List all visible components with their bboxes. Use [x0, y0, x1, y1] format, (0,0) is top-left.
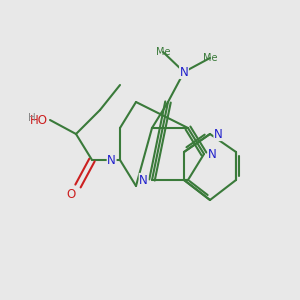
- Text: N: N: [208, 148, 217, 160]
- Text: N: N: [107, 154, 116, 166]
- Text: H: H: [28, 113, 36, 123]
- Text: Me: Me: [203, 53, 217, 63]
- Text: O: O: [67, 188, 76, 201]
- Text: N: N: [139, 173, 148, 187]
- Text: Me: Me: [156, 47, 170, 57]
- Text: N: N: [214, 128, 223, 140]
- Text: N: N: [180, 65, 188, 79]
- Text: HO: HO: [30, 113, 48, 127]
